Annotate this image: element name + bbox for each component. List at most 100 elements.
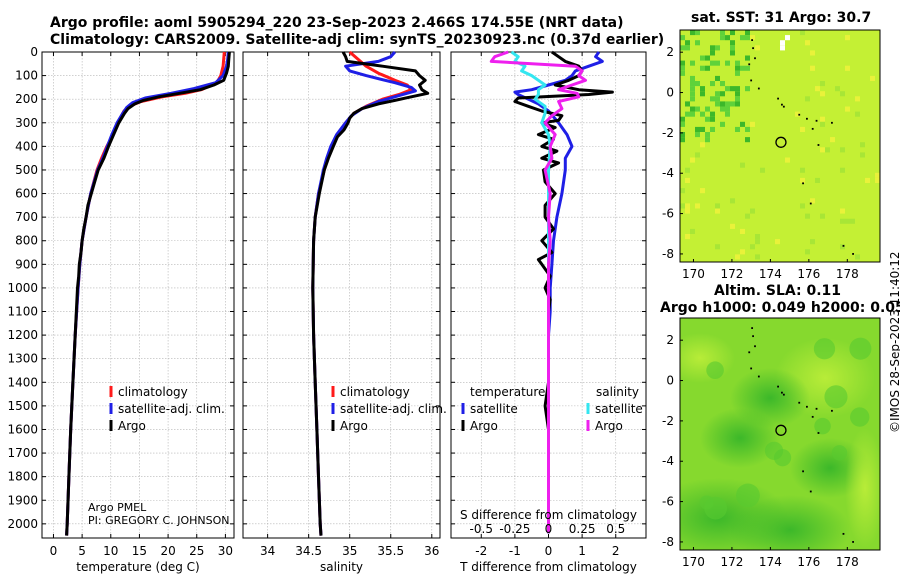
x-tick-label: 25 <box>189 544 204 558</box>
legend-header-salinity: salinity <box>596 385 639 399</box>
x-tick-label: -1 <box>509 544 521 558</box>
island-marker <box>750 79 753 82</box>
sst-pixel <box>710 111 715 117</box>
island-marker <box>852 541 854 543</box>
sst-pixel <box>720 101 725 107</box>
panel-sst_map: 170 172 174 176 178 2 0 -2 -4 -6 -8 <box>662 29 881 281</box>
map-x-tick-label: 170 <box>682 267 705 281</box>
y-tick-label: 100 <box>15 69 38 83</box>
sst-pixel <box>690 228 695 234</box>
sst-pixel <box>820 121 825 127</box>
sst-pixel <box>810 65 815 71</box>
sst-pixel <box>685 234 690 240</box>
sst-pixel <box>685 203 690 209</box>
island-marker <box>752 47 754 50</box>
sst-pixel <box>735 91 740 97</box>
island-marker <box>754 345 756 348</box>
sst-pixel <box>840 147 845 153</box>
sst-pixel <box>815 86 820 92</box>
sst-map-title: sat. SST: 31 Argo: 30.7 <box>691 10 872 26</box>
sst-pixel <box>715 91 720 97</box>
sst-pixel <box>860 152 865 158</box>
sst-pixel <box>720 121 725 127</box>
map-y-tick-label: 0 <box>666 86 674 100</box>
map-y-tick-label: -6 <box>662 207 674 221</box>
x-axis-label: T difference from climatology <box>459 560 637 574</box>
series-line-argo <box>65 51 231 536</box>
island-marker <box>815 407 818 410</box>
sst-pixel <box>680 121 685 127</box>
title-line-2: Climatology: CARS2009. Satellite-adj cli… <box>50 32 665 48</box>
sst-pixel <box>730 30 735 36</box>
sst-pixel <box>710 60 715 66</box>
sst-pixel <box>710 116 715 122</box>
map-frame <box>679 317 881 551</box>
sla-small-patch <box>824 385 848 409</box>
sst-pixel <box>820 81 825 87</box>
island-marker <box>842 244 845 247</box>
legend-label: Argo <box>340 419 368 433</box>
legend-label: satellite-adj. clim. <box>118 402 225 416</box>
sst-pixel <box>685 111 690 117</box>
sst-pixel <box>840 91 845 97</box>
sst-pixel <box>695 132 700 138</box>
legend-label: Argo <box>118 419 146 433</box>
x2-tick-label: 0.25 <box>569 522 596 536</box>
island-marker <box>781 391 783 394</box>
x-tick-label: 34 <box>260 544 275 558</box>
map-x-tick-label: 176 <box>797 267 820 281</box>
x-tick-label: 10 <box>103 544 118 558</box>
map-y-tick-label: -6 <box>662 495 674 509</box>
sst-pixel <box>755 234 760 240</box>
map-y-tick-label: 0 <box>666 374 674 388</box>
sst-pixel <box>805 40 810 46</box>
sst-pixel <box>690 96 695 102</box>
x-tick-label: 36 <box>424 544 439 558</box>
sst-pixel <box>735 254 740 260</box>
sst-pixel <box>695 126 700 132</box>
y-tick-label: 1400 <box>7 375 38 389</box>
x-tick-label: 20 <box>160 544 175 558</box>
legend-label: Argo <box>595 419 623 433</box>
sst-pixel <box>735 70 740 76</box>
x-tick-label: 30 <box>218 544 233 558</box>
island-marker <box>802 182 804 185</box>
sst-pixel <box>680 60 685 66</box>
y-tick-label: 1100 <box>7 305 38 319</box>
sst-pixel <box>725 35 730 41</box>
sst-pixel <box>835 86 840 92</box>
y-tick-label: 500 <box>15 163 38 177</box>
sst-pixel <box>800 177 805 183</box>
sst-pixel <box>730 101 735 107</box>
legend-label: climatology <box>118 385 188 399</box>
sst-pixel <box>680 45 685 51</box>
sla-argo-height-title: Argo h1000: 0.049 h2000: 0.052 <box>660 300 900 316</box>
island-marker <box>831 409 833 412</box>
island-marker <box>781 103 783 106</box>
sst-pixel <box>785 35 790 41</box>
sla-small-patch <box>699 495 714 510</box>
argo-position-marker <box>775 424 787 436</box>
sst-pixel <box>820 147 825 153</box>
sst-pixel <box>745 137 750 143</box>
sst-pixel <box>720 81 725 87</box>
island-marker <box>748 351 751 354</box>
sst-pixel <box>720 106 725 112</box>
island-marker <box>798 401 801 404</box>
sst-pixel <box>705 55 710 61</box>
x-tick-label: 35 <box>342 544 357 558</box>
sst-pixel <box>875 177 880 183</box>
sst-pixel <box>730 86 735 92</box>
map-y-tick-label: -4 <box>662 454 674 468</box>
sst-pixel <box>840 167 845 173</box>
sst-pixel <box>855 96 860 102</box>
sst-pixel <box>725 101 730 107</box>
sst-pixel <box>745 213 750 219</box>
x2-tick-label: -0.25 <box>499 522 530 536</box>
sst-pixel <box>685 101 690 107</box>
sst-pixel <box>690 81 695 87</box>
series-line-climatology <box>311 50 413 536</box>
map-field <box>680 318 880 550</box>
